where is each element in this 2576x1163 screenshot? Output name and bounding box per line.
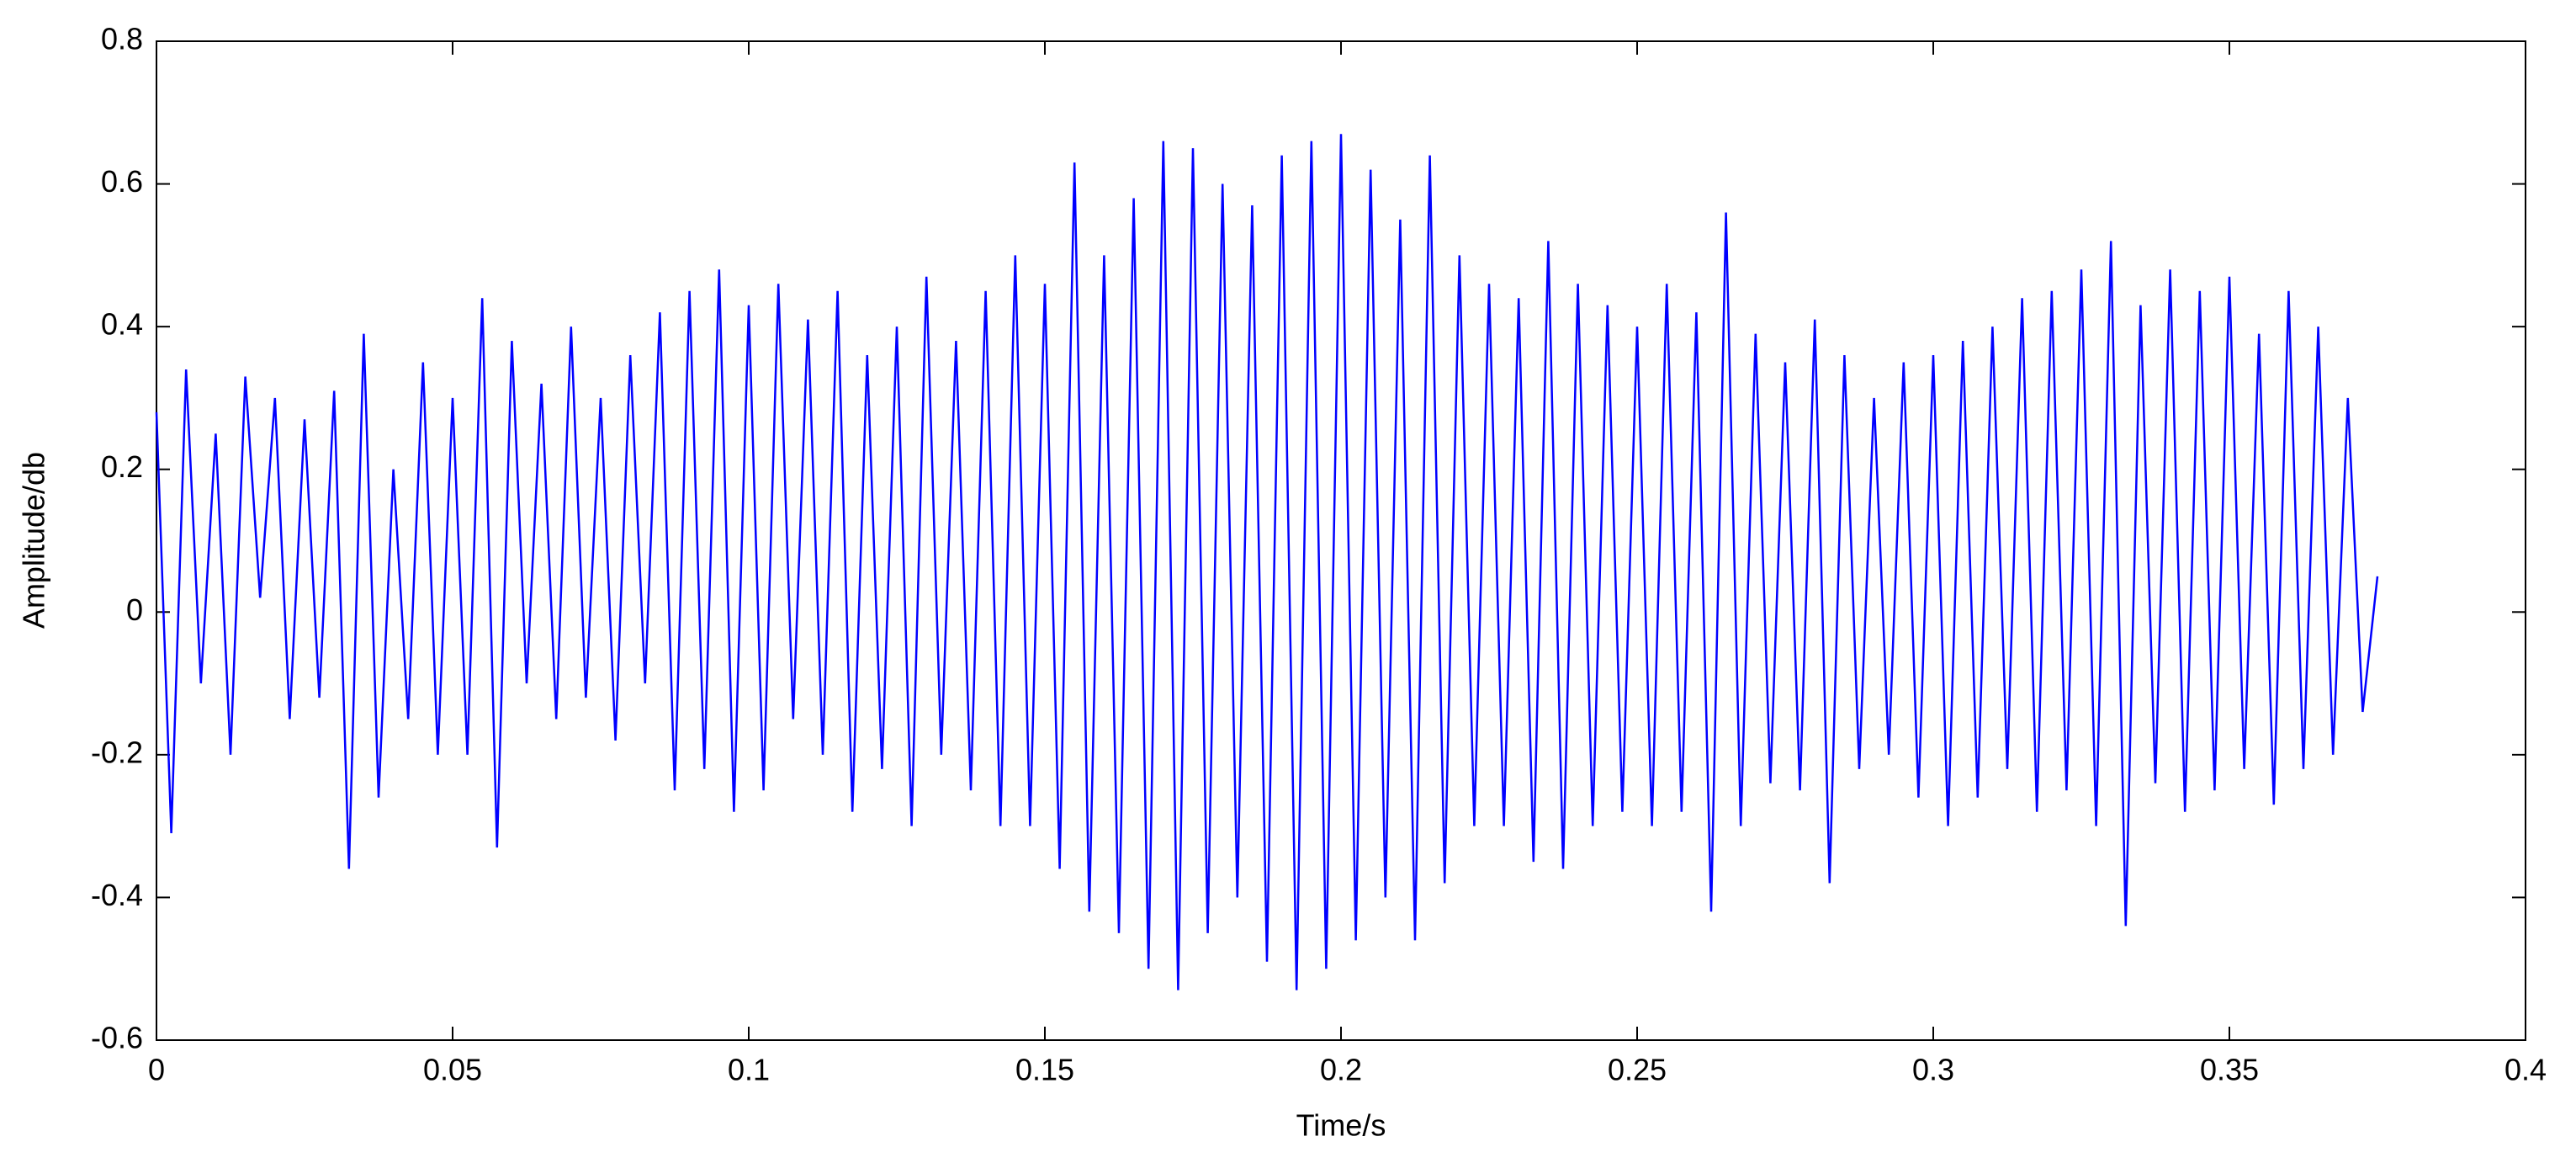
signal-line (155, 134, 2379, 990)
plot-frame (156, 40, 2526, 1041)
y-tick-label: -0.2 (91, 735, 143, 769)
x-tick-label: 0.2 (1320, 1053, 1362, 1087)
y-tick-label: 0.4 (101, 307, 143, 342)
y-tick-label: 0 (126, 592, 143, 627)
y-tick-label: 0.8 (101, 22, 143, 56)
x-tick-label: 0.3 (1912, 1053, 1954, 1087)
x-axis-label: Time/s (1296, 1108, 1386, 1143)
y-tick-label: 0.6 (101, 164, 143, 199)
x-tick-label: 0 (148, 1053, 165, 1087)
y-tick-label: -0.4 (91, 878, 143, 912)
x-tick-label: 0.4 (2504, 1053, 2547, 1087)
x-tick-label: 0.35 (2200, 1053, 2259, 1087)
x-tick-label: 0.15 (1015, 1053, 1074, 1087)
y-tick-label: 0.2 (101, 449, 143, 484)
x-tick-label: 0.05 (423, 1053, 482, 1087)
x-tick-label: 0.25 (1608, 1053, 1667, 1087)
y-axis-label: Amplitude/db (17, 452, 51, 629)
y-tick-label: -0.6 (91, 1021, 143, 1055)
x-tick-label: 0.1 (728, 1053, 770, 1087)
